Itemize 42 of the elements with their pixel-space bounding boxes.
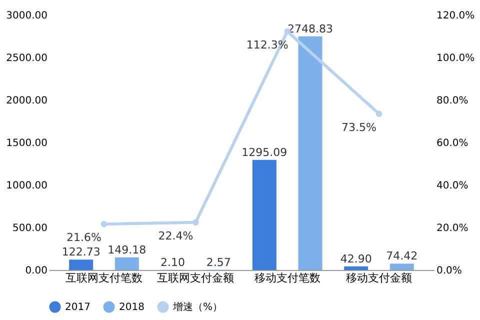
y2-tick-label: 80.0% xyxy=(436,96,468,106)
x-tick-label: 移动支付金额 xyxy=(346,272,412,284)
y2-tick-label: 40.0% xyxy=(436,180,468,192)
bar xyxy=(252,160,276,270)
bar xyxy=(69,260,94,270)
y-tick-label: 0.00 xyxy=(25,266,48,276)
bar xyxy=(298,36,322,270)
y2-tick-label: 0.0% xyxy=(436,266,462,276)
y-tick-label: 1500.00 xyxy=(6,138,48,149)
data-label: 2.10 xyxy=(160,256,185,269)
bar xyxy=(114,257,139,270)
data-label: 42.90 xyxy=(340,252,372,266)
x-tick-label: 移动支付笔数 xyxy=(254,272,320,284)
point xyxy=(100,220,108,228)
data-label: 149.18 xyxy=(108,243,146,256)
legend-label: 增速（%） xyxy=(172,301,223,313)
legend-label: 2018 xyxy=(119,302,144,313)
data-label: 2.57 xyxy=(206,256,231,269)
y-tick-label: 1000.00 xyxy=(6,180,48,192)
data-label: 2748.83 xyxy=(288,22,333,36)
data-label: 73.5% xyxy=(342,120,376,134)
data-label: 1295.09 xyxy=(242,146,288,159)
legend-label: 2017 xyxy=(65,302,90,313)
y2-tick-label: 20.0% xyxy=(436,223,468,234)
data-label: 122.73 xyxy=(62,246,100,259)
point xyxy=(192,219,199,226)
y-tick-label: 2000.00 xyxy=(6,96,48,106)
x-tick-label: 互联网支付笔数 xyxy=(66,272,142,284)
data-label: 21.6% xyxy=(66,231,102,244)
bar xyxy=(344,266,368,270)
y2-tick-label: 120.0% xyxy=(436,10,475,22)
bar xyxy=(390,264,414,270)
y-tick-label: 3000.00 xyxy=(6,10,48,22)
point xyxy=(376,110,382,117)
y2-tick-label: 60.0% xyxy=(436,138,468,149)
data-label: 74.42 xyxy=(386,250,418,263)
y-tick-label: 500.00 xyxy=(12,223,48,234)
y2-tick-label: 100.0% xyxy=(436,53,475,64)
y-tick-label: 2500.00 xyxy=(6,53,48,64)
x-tick-label: 互联网支付金额 xyxy=(157,272,234,284)
data-label: 112.3% xyxy=(246,38,288,52)
data-label: 22.4% xyxy=(158,229,194,242)
